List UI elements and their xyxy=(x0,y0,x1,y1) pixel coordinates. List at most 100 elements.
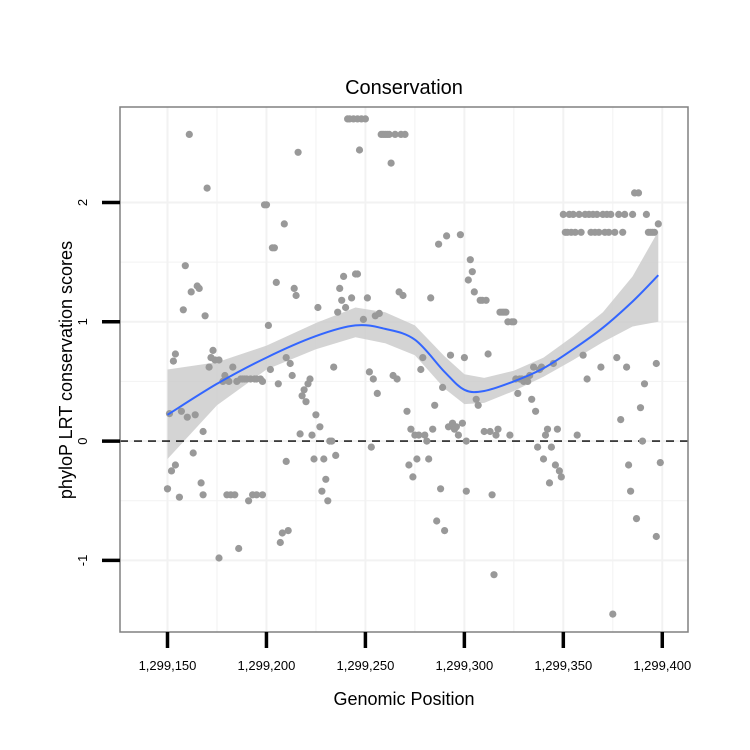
data-point xyxy=(543,425,552,433)
data-point xyxy=(433,517,441,525)
data-point xyxy=(401,130,409,138)
data-point xyxy=(480,427,488,436)
data-point xyxy=(429,425,437,433)
data-point xyxy=(547,443,556,451)
data-point xyxy=(187,288,195,296)
data-point xyxy=(245,497,253,505)
data-point xyxy=(456,231,464,239)
data-point xyxy=(284,527,292,535)
data-point xyxy=(524,377,532,385)
data-point xyxy=(650,228,659,236)
data-point xyxy=(391,130,399,138)
data-point xyxy=(294,148,302,156)
data-point xyxy=(539,455,548,463)
data-point xyxy=(163,485,172,493)
data-point xyxy=(605,228,613,236)
data-point xyxy=(583,375,591,383)
x-axis-ticks: 1,299,150 1,299,200 1,299,250 1,299,300 1,29… xyxy=(139,632,691,673)
data-point xyxy=(541,431,550,439)
data-point xyxy=(609,610,617,618)
data-point xyxy=(460,354,468,362)
data-point xyxy=(454,431,462,439)
data-point xyxy=(431,401,439,409)
data-point xyxy=(642,210,651,218)
data-point xyxy=(534,443,542,451)
data-point xyxy=(553,425,562,433)
data-point xyxy=(415,431,423,439)
data-point xyxy=(488,491,496,499)
data-point xyxy=(634,189,643,197)
data-point xyxy=(336,284,344,292)
data-point xyxy=(627,487,635,495)
data-point xyxy=(625,461,633,469)
data-point xyxy=(636,404,645,412)
data-point xyxy=(306,375,314,383)
data-point xyxy=(365,368,373,376)
x-tick-label: 1,299,250 xyxy=(336,658,394,673)
data-point xyxy=(615,210,623,218)
data-point xyxy=(514,389,522,397)
data-point xyxy=(235,544,243,553)
data-point xyxy=(654,220,662,228)
data-point xyxy=(484,350,492,358)
data-point xyxy=(274,380,282,388)
data-point xyxy=(316,423,324,431)
data-points xyxy=(163,115,664,618)
data-point xyxy=(375,309,383,317)
data-point xyxy=(443,232,451,240)
data-point xyxy=(332,451,340,459)
data-point xyxy=(458,419,466,427)
data-point xyxy=(435,240,443,248)
smooth-line xyxy=(166,274,660,416)
data-point xyxy=(199,491,207,499)
data-point xyxy=(288,371,296,380)
data-point xyxy=(276,538,284,547)
data-point xyxy=(490,571,498,579)
x-tick-label: 1,299,350 xyxy=(534,658,592,673)
data-point xyxy=(385,130,393,138)
data-point xyxy=(330,363,338,371)
data-point xyxy=(559,210,567,218)
data-point xyxy=(452,423,460,431)
data-point xyxy=(171,350,179,358)
data-point xyxy=(201,312,209,320)
data-point xyxy=(282,354,290,362)
data-point xyxy=(399,291,407,300)
data-point xyxy=(264,321,272,329)
data-point xyxy=(528,395,536,403)
data-point xyxy=(441,527,449,535)
data-point xyxy=(361,115,369,123)
data-point xyxy=(314,303,322,312)
data-point xyxy=(573,431,581,439)
data-point xyxy=(486,427,494,436)
data-point xyxy=(569,210,577,218)
data-point xyxy=(171,461,179,469)
data-point xyxy=(262,201,271,209)
data-point xyxy=(270,244,278,252)
data-point xyxy=(258,377,267,385)
data-point xyxy=(502,308,510,316)
data-point xyxy=(506,431,514,439)
x-tick-label: 1,299,400 xyxy=(633,658,691,673)
x-tick-label: 1,299,300 xyxy=(435,658,493,673)
x-tick-label: 1,299,200 xyxy=(238,658,296,673)
data-point xyxy=(320,455,328,463)
data-point xyxy=(652,359,660,368)
data-point xyxy=(617,416,625,424)
data-point xyxy=(342,303,350,312)
data-point xyxy=(530,363,538,371)
data-point xyxy=(185,130,193,138)
data-point xyxy=(577,228,585,236)
data-point xyxy=(373,389,381,397)
y-axis-title: phyloP LRT conservation scores xyxy=(56,241,76,499)
data-point xyxy=(427,294,435,302)
data-point xyxy=(183,413,191,421)
data-point xyxy=(557,473,565,481)
data-point xyxy=(652,532,660,541)
y-tick-label: 1 xyxy=(75,318,90,325)
data-point xyxy=(322,475,330,483)
data-point xyxy=(413,455,421,463)
data-point xyxy=(177,407,185,415)
y-tick-label: 0 xyxy=(75,437,90,444)
